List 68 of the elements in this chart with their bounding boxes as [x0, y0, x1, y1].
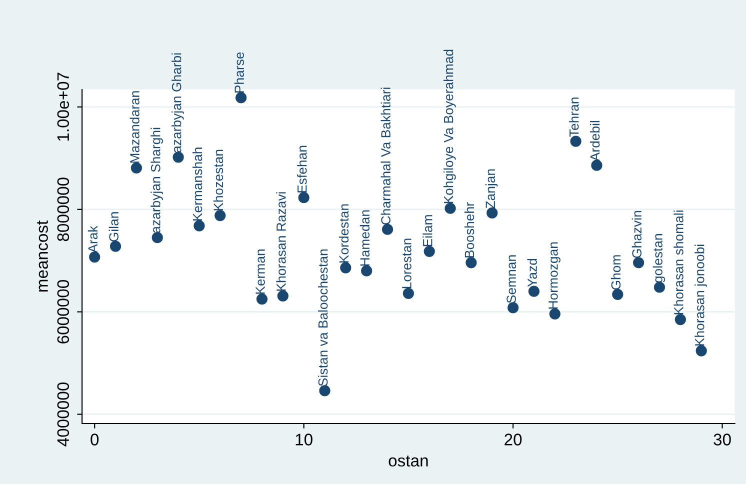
annotation: Kermanshah — [192, 148, 202, 221]
x-tick-label: 10 — [296, 434, 312, 446]
y-tick-label: 1.00e+07 — [57, 72, 70, 141]
point — [424, 246, 435, 257]
y-tick-label: 4000000 — [57, 382, 70, 446]
annotation: golestan — [652, 234, 666, 283]
point — [319, 385, 330, 396]
annotation: Kohgiloye Va Boyerahmad — [444, 50, 456, 204]
point — [591, 160, 602, 171]
point — [277, 290, 288, 302]
annotation: Arak — [88, 226, 98, 253]
point — [236, 92, 247, 104]
annotation: Ardebil — [590, 120, 600, 162]
point — [444, 202, 456, 214]
annotation: Booshehr — [464, 202, 474, 258]
point — [130, 162, 142, 174]
annotation: Ghazvin — [632, 210, 642, 258]
point — [654, 282, 666, 293]
annotation: Kerman — [256, 250, 265, 294]
annotation: Charmahal Va Bakhtiari — [380, 88, 390, 225]
annotation: Hamedan — [360, 210, 370, 266]
annotation: Yazd — [527, 258, 537, 287]
point — [549, 308, 560, 320]
annotation: Esfehan — [297, 146, 307, 192]
point — [466, 257, 477, 268]
point — [361, 265, 372, 276]
point — [340, 262, 352, 274]
point — [256, 293, 268, 305]
point — [172, 152, 184, 163]
annotation: Semnan — [506, 255, 516, 303]
y-axis-title: meancost — [37, 220, 48, 292]
x-tick-label: 0 — [90, 434, 99, 446]
x-tick-label: 20 — [504, 434, 522, 446]
annotation: Khozestan — [213, 150, 224, 210]
annotation: Tehran — [569, 98, 579, 137]
point — [110, 240, 122, 252]
point — [382, 224, 394, 235]
annotation: Eilam — [422, 215, 432, 246]
annotation: azarbyjan Gharbi — [172, 53, 184, 152]
y-tick-label: 8000000 — [57, 178, 70, 242]
annotation: Kordestan — [338, 204, 349, 263]
annotation: Lorestan — [402, 238, 412, 288]
point — [674, 314, 686, 326]
annotation: Hormozgan — [548, 242, 560, 309]
annotation: Gilan — [108, 212, 118, 242]
annotation: Khorasan Razavi — [276, 192, 286, 291]
point — [402, 288, 414, 299]
annotation: Zanjan — [485, 169, 498, 208]
point — [214, 210, 226, 222]
point — [633, 257, 644, 268]
annotation: Pharse — [234, 52, 244, 92]
y-tick-label: 6000000 — [57, 280, 70, 344]
annotation: Sistan va Baloochestan — [318, 250, 328, 386]
point — [152, 232, 163, 244]
x-axis-title: ostan — [388, 456, 428, 467]
annotation: Khorasan shomali — [674, 210, 684, 314]
annotation: Mazandaran — [130, 91, 140, 163]
point — [528, 286, 540, 297]
point — [507, 302, 519, 314]
point — [696, 345, 707, 356]
point — [89, 251, 100, 263]
point — [298, 192, 310, 204]
annotation: azarbyjan Sharghi — [150, 128, 163, 233]
point — [612, 288, 624, 300]
point — [194, 220, 205, 232]
x-tick-label: 30 — [714, 434, 731, 446]
annotation: Khorasan jonoobi — [694, 244, 707, 346]
annotation: Ghom — [610, 255, 621, 290]
